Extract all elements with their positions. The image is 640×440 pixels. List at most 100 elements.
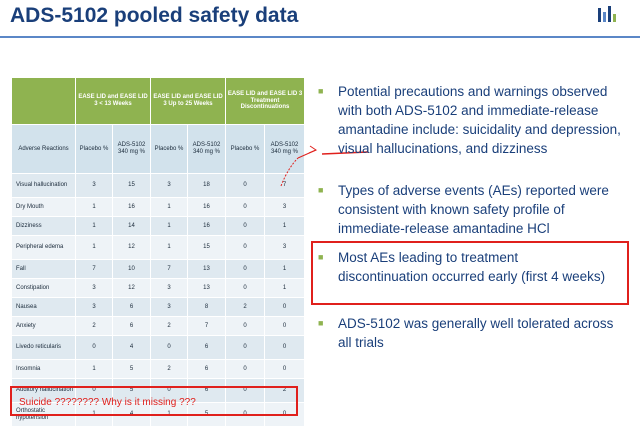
table-cell: 7	[150, 259, 188, 279]
table-cell: 3	[75, 173, 113, 198]
table-cell: 1	[75, 359, 113, 379]
table-cell: 2	[75, 316, 113, 336]
table-cell: 0	[225, 235, 266, 260]
table-cell: 0	[264, 316, 306, 336]
table-cell: 0	[264, 335, 306, 360]
row-label: Fall	[11, 259, 76, 279]
table-cell: 1	[264, 259, 306, 279]
column-header: Placebo %	[75, 124, 113, 174]
table-cell: 0	[150, 378, 188, 403]
table-cell: 1	[264, 278, 306, 298]
table-cell: 3	[264, 235, 306, 260]
table-cell: 12	[112, 278, 151, 298]
column-header: Placebo %	[150, 124, 188, 174]
table-cell: 3	[264, 197, 306, 217]
table-cell: 1	[150, 216, 188, 236]
table-cell: 1	[150, 235, 188, 260]
table-cell: 1	[264, 216, 306, 236]
table-cell: 4	[112, 335, 151, 360]
page-title: ADS-5102 pooled safety data	[10, 4, 299, 27]
table-cell: 1	[150, 197, 188, 217]
table-row: Dry Mouth 1 16 1 16 0 3	[11, 197, 306, 217]
table-cell: 0	[225, 335, 266, 360]
table-cell: 18	[186, 173, 227, 198]
table-cell: 0	[225, 173, 266, 198]
table-cell: 3	[150, 278, 188, 298]
table-cell: 0	[225, 197, 266, 217]
table-cell: 3	[150, 297, 188, 317]
table-cell: 0	[75, 335, 113, 360]
table-row: Anxiety 2 6 2 7 0 0	[11, 316, 306, 336]
table-cell: 16	[186, 197, 227, 217]
column-header: Adverse Reactions	[11, 124, 76, 174]
table-cell: 10	[112, 259, 151, 279]
highlight-box	[311, 241, 629, 305]
table-cell: 2	[150, 359, 188, 379]
column-header: ADS-5102 340 mg %	[264, 124, 306, 174]
annotation-box-suicide: Suicide ???????? Why is it missing ???	[10, 386, 298, 416]
table-row: Fall 7 10 7 13 0 1	[11, 259, 306, 279]
table-cell: 15	[186, 235, 227, 260]
row-label: Peripheral edema	[11, 235, 76, 260]
table-cell: 0	[225, 216, 266, 236]
square-bullet-icon: ■	[318, 252, 324, 262]
table-cell: 0	[264, 297, 306, 317]
table-row: Visual hallucination 3 15 3 18 0 7	[11, 173, 306, 198]
group-header: EASE LID and EASE LID 3 Treatment Discon…	[225, 77, 306, 125]
table-cell: 3	[75, 297, 113, 317]
table-cell: 0	[75, 378, 113, 403]
table-cell: 15	[112, 173, 151, 198]
table-cell: 3	[150, 173, 188, 198]
table-cell: 0	[150, 335, 188, 360]
row-label: Auditory hallucination	[11, 378, 76, 403]
header-corner	[11, 77, 76, 125]
handwritten-arrow-annotation	[280, 145, 369, 187]
company-logo	[598, 6, 616, 22]
row-label: Nausea	[11, 297, 76, 317]
table-row: Dizziness 1 14 1 16 0 1	[11, 216, 306, 236]
table-cell: 6	[112, 316, 151, 336]
table-cell: 8	[186, 297, 227, 317]
row-label: Dizziness	[11, 216, 76, 236]
table-cell: 0	[225, 259, 266, 279]
square-bullet-icon: ■	[318, 86, 324, 96]
table-cell: 1	[75, 197, 113, 217]
row-label: Livedo reticularis	[11, 335, 76, 360]
table-cell: 6	[112, 297, 151, 317]
table-cell: 0	[225, 316, 266, 336]
table-cell: 7	[75, 259, 113, 279]
table-cell: 0	[225, 278, 266, 298]
row-label: Insomnia	[11, 359, 76, 379]
column-header: ADS-5102 340 mg %	[186, 124, 227, 174]
table-cell: 7	[186, 316, 227, 336]
table-cell: 5	[112, 378, 151, 403]
table-row: Livedo reticularis 0 4 0 6 0 0	[11, 335, 306, 360]
row-label: Dry Mouth	[11, 197, 76, 217]
table-cell: 16	[186, 216, 227, 236]
table-cell: 2	[150, 316, 188, 336]
table-row: Insomnia 1 5 2 6 0 0	[11, 359, 306, 379]
table-cell: 16	[112, 197, 151, 217]
square-bullet-icon: ■	[318, 185, 324, 195]
table-cell: 7	[264, 173, 306, 198]
annotation-note: Suicide ???????? Why is it missing ???	[19, 397, 196, 408]
safety-table: EASE LID and EASE LID 3 < 13 Weeks EASE …	[11, 77, 306, 427]
table-row: Constipation 3 12 3 13 0 1	[11, 278, 306, 298]
group-header: EASE LID and EASE LID 3 Up to 25 Weeks	[149, 77, 227, 125]
table-row: Auditory hallucination 0 5 0 6 0 2	[11, 378, 306, 403]
row-label: Constipation	[11, 278, 76, 298]
row-label: Anxiety	[11, 316, 76, 336]
table-cell: 6	[186, 378, 227, 403]
table-row: Peripheral edema 1 12 1 15 0 3	[11, 235, 306, 260]
row-label: Visual hallucination	[11, 173, 76, 198]
column-header: Placebo %	[225, 124, 266, 174]
table-cell: 13	[186, 278, 227, 298]
table-cell: 2	[225, 297, 266, 317]
table-row: Nausea 3 6 3 8 2 0	[11, 297, 306, 317]
table-cell: 0	[225, 378, 266, 403]
table-cell: 14	[112, 216, 151, 236]
column-header: ADS-5102 340 mg %	[112, 124, 151, 174]
group-header: EASE LID and EASE LID 3 < 13 Weeks	[75, 77, 151, 125]
table-cell: 1	[75, 235, 113, 260]
table-cell: 1	[75, 216, 113, 236]
